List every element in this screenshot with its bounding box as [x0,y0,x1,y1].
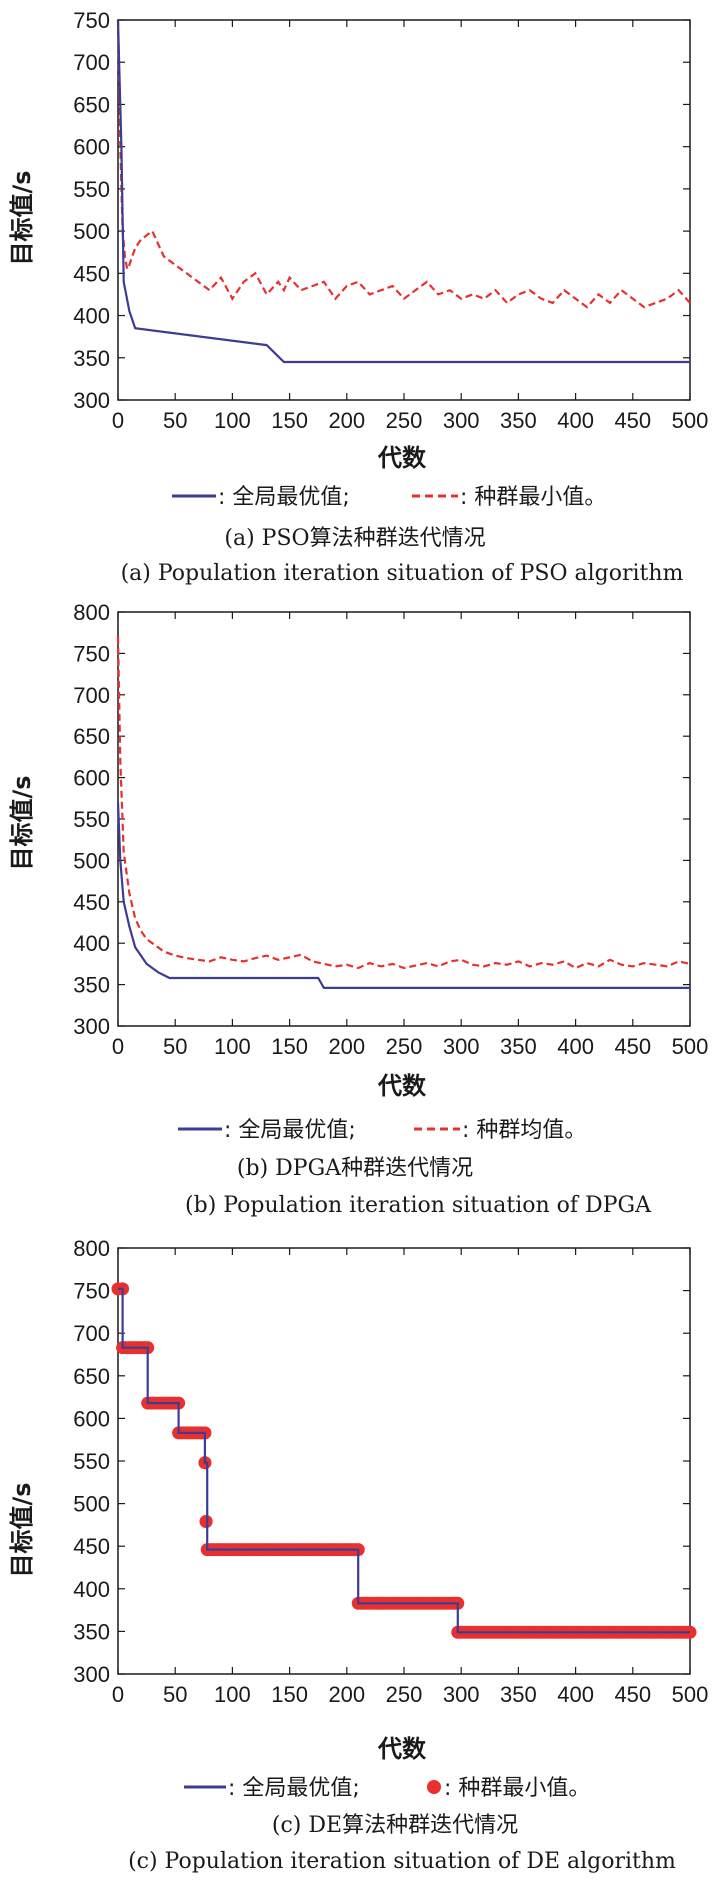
x-tick-label: 450 [614,1034,651,1059]
y-tick-label: 300 [73,388,110,413]
x-tick-label: 350 [500,408,537,433]
series-line [118,1287,690,1634]
caption-cn: (c) DE算法种群迭代情况 [272,1813,518,1838]
x-tick-label: 150 [271,1682,308,1707]
legend-dot-marker [427,1780,441,1794]
legend-label-best: : 全局最优值; [224,1118,356,1143]
legend-label-mean: : 种群均值。 [462,1118,586,1143]
x-tick-label: 100 [214,1034,251,1059]
caption-cn: (b) DPGA种群迭代情况 [237,1156,473,1181]
y-tick-label: 400 [73,931,110,956]
x-tick-label: 250 [386,1034,423,1059]
x-tick-label: 300 [443,1034,480,1059]
x-tick-label: 450 [614,408,651,433]
x-tick-label: 300 [443,408,480,433]
x-tick-label: 100 [214,1682,251,1707]
y-tick-label: 650 [73,724,110,749]
y-tick-label: 450 [73,261,110,286]
x-tick-label: 400 [557,1034,594,1059]
y-tick-label: 350 [73,1619,110,1644]
x-tick-label: 200 [328,1034,365,1059]
caption-en: (a) Population iteration situation of PS… [121,561,684,586]
x-tick-label: 150 [271,1034,308,1059]
x-tick-label: 350 [500,1034,537,1059]
y-tick-label: 550 [73,807,110,832]
x-tick-label: 500 [672,1682,709,1707]
chart-panel-dpga: 目标值/s 代数 : 全局最优值; : 种群均值。 (b) DPGA种群迭代情况… [8,600,708,1218]
x-axis-label: 代数 [377,1072,427,1100]
chart-panel-de: 目标值/s 代数 : 全局最优值; : 种群最小值。 (c) DE算法种群迭代情… [8,1236,708,1874]
y-tick-label: 600 [73,1406,110,1431]
x-tick-label: 400 [557,1682,594,1707]
x-tick-label: 500 [672,408,709,433]
y-tick-label: 350 [73,346,110,371]
y-tick-label: 750 [73,641,110,666]
y-tick-label: 500 [73,219,110,244]
chart-panel-pso: 目标值/s 代数 : 全局最优值; : 种群最小值。 (a) PSO算法种群迭代… [8,8,708,586]
y-axis-label: 目标值/s [8,170,36,265]
y-tick-label: 700 [73,1321,110,1346]
x-tick-label: 300 [443,1682,480,1707]
x-tick-label: 50 [163,1682,187,1707]
y-tick-label: 750 [73,1279,110,1304]
x-tick-label: 100 [214,408,251,433]
x-tick-label: 0 [112,1034,124,1059]
x-tick-label: 50 [163,408,187,433]
x-axis-label: 代数 [377,444,427,472]
y-tick-label: 600 [73,766,110,791]
y-tick-label: 450 [73,890,110,915]
x-tick-label: 0 [112,1682,124,1707]
legend-label-best: : 全局最优值; [228,1776,360,1801]
y-tick-label: 550 [73,177,110,202]
caption-cn: (a) PSO算法种群迭代情况 [224,526,485,551]
y-tick-label: 700 [73,50,110,75]
x-tick-label: 200 [328,1682,365,1707]
y-tick-label: 800 [73,1236,110,1261]
series-line-dashed [116,19,691,309]
y-tick-label: 350 [73,973,110,998]
y-tick-label: 500 [73,848,110,873]
series-line-dashed [116,636,691,970]
series-line [116,19,690,364]
series-line [116,802,690,990]
legend-label-best: : 全局最优值; [218,485,350,510]
y-tick-label: 400 [73,304,110,329]
caption-en: (b) Population iteration situation of DP… [185,1193,652,1218]
y-tick-label: 400 [73,1577,110,1602]
x-tick-label: 400 [557,408,594,433]
y-tick-label: 500 [73,1492,110,1517]
x-axis-label: 代数 [377,1735,427,1763]
y-axis-label: 目标值/s [8,1482,36,1577]
y-tick-label: 650 [73,92,110,117]
y-tick-label: 650 [73,1364,110,1389]
x-tick-label: 50 [163,1034,187,1059]
legend-label-min: : 种群最小值。 [460,485,606,510]
x-tick-label: 200 [328,408,365,433]
caption-en: (c) Population iteration situation of DE… [128,1849,676,1874]
x-tick-label: 500 [672,1034,709,1059]
plot-frame [117,19,691,401]
y-tick-label: 300 [73,1014,110,1039]
data-point [199,1514,213,1528]
y-tick-label: 700 [73,683,110,708]
legend-label-min: : 种群最小值。 [444,1776,590,1801]
y-tick-label: 750 [73,8,110,33]
y-tick-label: 800 [73,600,110,625]
x-tick-label: 450 [614,1682,651,1707]
y-tick-label: 550 [73,1449,110,1474]
y-tick-label: 300 [73,1662,110,1687]
x-tick-label: 0 [112,408,124,433]
x-tick-label: 250 [386,408,423,433]
x-tick-label: 150 [271,408,308,433]
y-axis-label: 目标值/s [8,775,36,870]
x-tick-label: 350 [500,1682,537,1707]
y-tick-label: 450 [73,1534,110,1559]
y-tick-label: 600 [73,135,110,160]
x-tick-label: 250 [386,1682,423,1707]
